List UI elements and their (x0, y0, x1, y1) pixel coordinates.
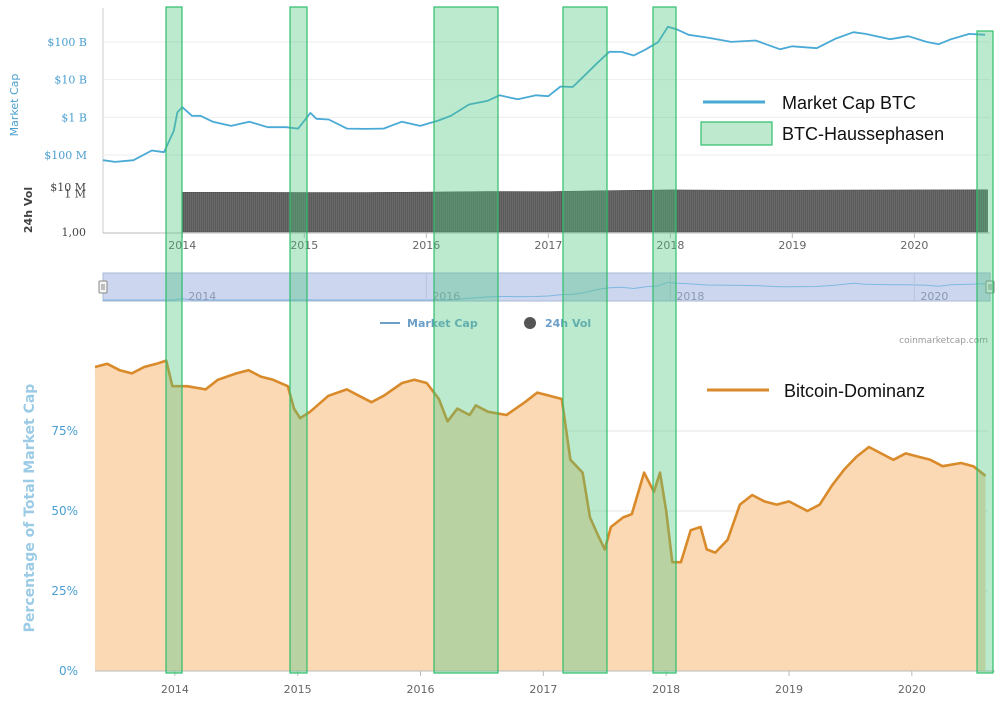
dominance-x-tick: 2016 (407, 683, 435, 696)
volume-y-tick: 1 M (64, 187, 86, 200)
navigator-right-handle[interactable] (985, 280, 995, 294)
navigator-ticks: 2014 2016 2018 2020 (181, 273, 948, 303)
top-legend: Market Cap BTC BTC-Haussephasen (700, 93, 944, 146)
legend-haussephasen-label: BTC-Haussephasen (782, 124, 944, 144)
navigator-tick: 2020 (920, 290, 948, 303)
legend-market-cap-label: Market Cap BTC (782, 93, 916, 113)
market-cap-y-tick: $100 M (44, 149, 87, 162)
volume-panel: 1,001 M$10 M 24h Vol 2014201520162017201… (22, 181, 990, 252)
top-x-tick: 2017 (534, 239, 562, 252)
dominance-y-ticks: 0% 25% 50% 75% (51, 424, 78, 678)
volume-y-tick: $10 M (50, 181, 86, 194)
dominance-panel: 0% 25% 50% 75% Percentage of Total Market C… (22, 359, 995, 696)
top-x-tick: 2016 (412, 239, 440, 252)
haussephase-highlight (433, 6, 499, 674)
market-cap-y-tick: $10 B (54, 74, 87, 87)
market-cap-gridlines (103, 41, 990, 156)
dominance-x-ticks: 2014 2015 2016 2017 2018 2019 2020 (161, 671, 926, 696)
dominance-x-tick: 2017 (529, 683, 557, 696)
navigator-legend: Market Cap 24h Vol (380, 317, 591, 330)
haussephase-highlight (976, 30, 994, 674)
navigator[interactable]: 2014 2016 2018 2020 (98, 272, 995, 303)
bottom-legend: Bitcoin-Dominanz (707, 381, 925, 401)
navigator-series-line (103, 281, 986, 301)
haussephase-highlight (289, 6, 308, 674)
credit-text[interactable]: coinmarketcap.com (899, 336, 988, 346)
dominance-x-tick: 2014 (161, 683, 189, 696)
market-cap-y-axis-label: Market Cap (8, 74, 21, 137)
navigator-legend-vol[interactable]: 24h Vol (545, 317, 591, 330)
volume-y-axis-label: 24h Vol (22, 187, 35, 233)
dominance-x-tick: 2018 (652, 683, 680, 696)
dominance-y-tick: 75% (51, 424, 78, 438)
top-x-tick: 2015 (290, 239, 318, 252)
market-cap-panel: $100 M $1 B $10 B $100 B Market Cap (8, 8, 990, 233)
dominance-y-tick: 0% (59, 664, 78, 678)
legend-dominance-label: Bitcoin-Dominanz (784, 381, 925, 401)
navigator-legend-vol-swatch (524, 317, 536, 329)
dominance-y-tick: 50% (51, 504, 78, 518)
market-cap-y-tick: $100 B (47, 36, 87, 49)
haussephasen-highlights (165, 6, 994, 674)
navigator-left-handle[interactable] (98, 280, 108, 294)
volume-series-bars (182, 189, 988, 233)
legend-haussephasen-swatch (700, 121, 773, 146)
haussephase-highlight (165, 6, 183, 674)
top-x-tick: 2018 (656, 239, 684, 252)
volume-y-ticks: 1,00 1 M$10 M (50, 181, 86, 239)
dominance-x-tick: 2015 (284, 683, 312, 696)
navigator-tick: 2018 (676, 290, 704, 303)
market-cap-y-tick: $1 B (61, 111, 87, 124)
dominance-series-area (95, 360, 986, 671)
dominance-series-line (94, 359, 987, 564)
dominance-y-axis-label: Percentage of Total Market Cap (22, 384, 38, 633)
top-x-tick: 2020 (900, 239, 928, 252)
haussephase-highlight (562, 6, 608, 674)
navigator-window[interactable] (102, 272, 991, 302)
haussephase-highlight (652, 6, 677, 674)
market-cap-y-ticks: $100 M $1 B $10 B $100 B (44, 36, 87, 162)
market-cap-series-line (102, 25, 986, 163)
navigator-legend-market-cap[interactable]: Market Cap (407, 317, 478, 330)
navigator-tick: 2014 (188, 290, 216, 303)
dominance-y-tick: 25% (51, 584, 78, 598)
volume-y-tick: 1,00 (62, 226, 87, 239)
dominance-x-tick: 2020 (898, 683, 926, 696)
navigator-tick: 2016 (432, 290, 460, 303)
top-x-tick: 2019 (778, 239, 806, 252)
dominance-x-tick: 2019 (775, 683, 803, 696)
